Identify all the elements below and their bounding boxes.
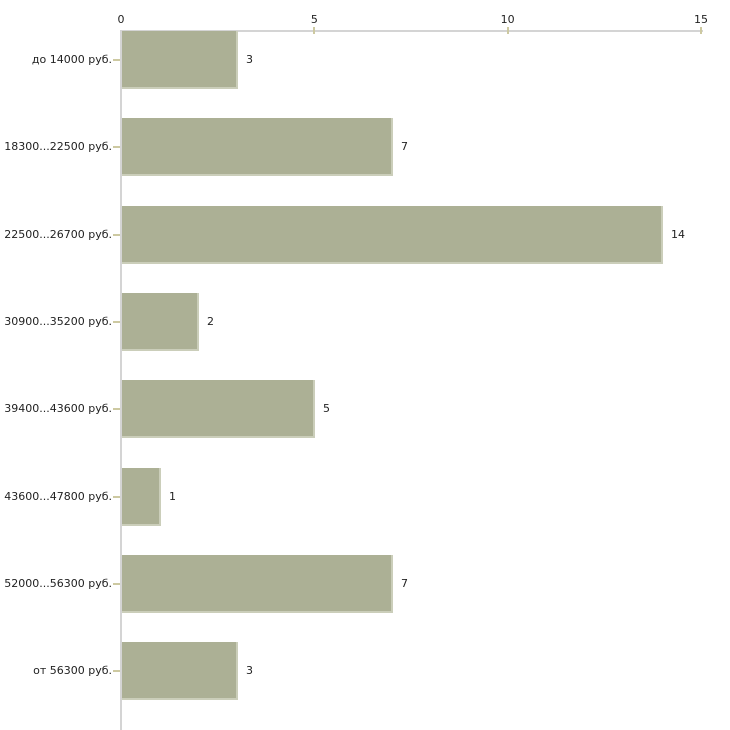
y-axis-line bbox=[120, 30, 122, 730]
category-label: до 14000 руб. bbox=[31, 53, 112, 66]
x-tick-mark bbox=[313, 27, 316, 34]
bar bbox=[122, 380, 315, 438]
y-tick-mark bbox=[113, 583, 120, 585]
bar bbox=[122, 555, 393, 613]
x-tick-label: 10 bbox=[500, 13, 515, 26]
y-tick-mark bbox=[113, 670, 120, 672]
bar bbox=[122, 293, 199, 351]
category-label: 30900...35200 руб. bbox=[4, 315, 112, 328]
category-label: 18300...22500 руб. bbox=[4, 140, 112, 153]
value-label: 3 bbox=[246, 53, 253, 66]
value-label: 3 bbox=[246, 664, 253, 677]
bar bbox=[122, 118, 393, 176]
x-axis-line bbox=[120, 30, 703, 32]
bar bbox=[122, 468, 161, 526]
y-tick-mark bbox=[113, 146, 120, 148]
category-label: 39400...43600 руб. bbox=[4, 402, 112, 415]
value-label: 7 bbox=[401, 140, 408, 153]
value-label: 5 bbox=[323, 402, 330, 415]
category-label: 52000...56300 руб. bbox=[4, 577, 112, 590]
value-label: 7 bbox=[401, 577, 408, 590]
bar bbox=[122, 642, 238, 700]
x-tick-label: 0 bbox=[117, 13, 125, 26]
y-tick-mark bbox=[113, 408, 120, 410]
bar bbox=[122, 206, 663, 264]
category-label: 43600...47800 руб. bbox=[4, 490, 112, 503]
value-label: 2 bbox=[207, 315, 214, 328]
value-label: 14 bbox=[671, 228, 685, 241]
x-tick-label: 15 bbox=[694, 13, 708, 26]
x-tick-label: 5 bbox=[310, 13, 318, 26]
category-label: 22500...26700 руб. bbox=[4, 228, 112, 241]
y-tick-mark bbox=[113, 234, 120, 236]
value-label: 1 bbox=[169, 490, 176, 503]
y-tick-mark bbox=[113, 496, 120, 498]
y-tick-mark bbox=[113, 321, 120, 323]
category-label: от 56300 руб. bbox=[33, 664, 112, 677]
bar bbox=[122, 31, 238, 89]
y-tick-mark bbox=[113, 59, 120, 61]
x-tick-mark bbox=[700, 27, 702, 34]
x-tick-mark bbox=[506, 27, 509, 34]
